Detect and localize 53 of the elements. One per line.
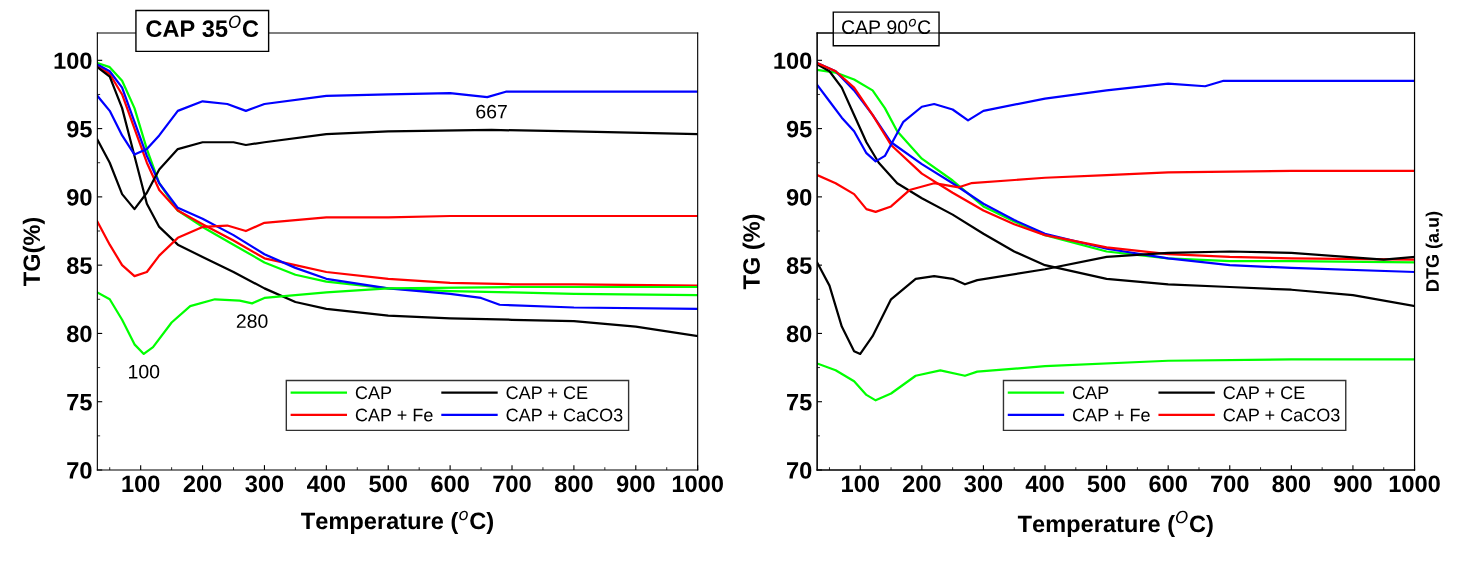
x-axis-title: Temperature ($^{o}$C) <box>301 510 493 534</box>
y-tick-label: 90 <box>786 188 812 206</box>
chart-title: CAP 35$^{O}$C <box>146 15 259 38</box>
line-series <box>817 358 1415 402</box>
legend-label: CAP <box>355 386 392 400</box>
legend-label: CAP + CaCO3 <box>506 408 623 422</box>
annotation: 100 <box>129 364 160 379</box>
annotation: 280 <box>236 314 268 329</box>
y-tick-label: 100 <box>54 52 92 70</box>
y-tick-label: 85 <box>66 257 92 274</box>
legend-label: CAP + Fe <box>355 408 433 422</box>
x-tick-label: 300 <box>964 475 1003 493</box>
x-tick-label: 600 <box>431 475 469 493</box>
x-tick-label: 100 <box>122 475 160 493</box>
legend-label: CAP + Fe <box>1072 408 1150 422</box>
chart-title: CAP 90$^{o}$C <box>842 18 931 35</box>
x-tick-label: 200 <box>902 475 941 493</box>
x-tick-label: 700 <box>1211 475 1249 493</box>
x-tick-label: 500 <box>1087 475 1126 493</box>
y-tick-label: 75 <box>67 394 92 411</box>
x-tick-label: 1000 <box>672 475 723 493</box>
y-axis-title: TG(%) <box>22 217 45 286</box>
x-tick-label: 1000 <box>1389 475 1440 493</box>
x-tick-label: 100 <box>842 475 879 493</box>
x-tick-label: 400 <box>1025 475 1064 493</box>
x-tick-label: 700 <box>493 475 531 493</box>
x-tick-label: 900 <box>616 475 655 493</box>
y-tick-label: 100 <box>774 52 812 70</box>
y-tick-label: 75 <box>787 394 812 411</box>
x-tick-label: 300 <box>245 475 284 493</box>
x-tick-label: 800 <box>1272 475 1311 493</box>
y-tick-label: 80 <box>66 325 92 343</box>
x-tick-label: 200 <box>183 475 222 493</box>
legend-label: CAP + CE <box>506 386 588 400</box>
x-tick-label: 800 <box>554 475 593 493</box>
y-tick-label: 95 <box>67 120 92 138</box>
x-tick-label: 600 <box>1149 475 1187 493</box>
annotation: 667 <box>476 104 507 119</box>
x-tick-label: 500 <box>369 475 407 493</box>
y2-axis-title: DTG (a.u) <box>1425 211 1443 291</box>
y-tick-label: 95 <box>786 120 812 138</box>
x-axis-title: Temperature ($^{O}$C) <box>1017 510 1213 537</box>
y-axis-title: TG (%) <box>742 214 765 290</box>
x-tick-label: 900 <box>1334 475 1372 493</box>
legend-label: CAP <box>1072 386 1109 400</box>
legend-label: CAP + CE <box>1223 386 1305 400</box>
y-tick-label: 70 <box>787 462 812 479</box>
y-tick-label: 80 <box>786 325 812 343</box>
x-tick-label: 400 <box>307 475 346 493</box>
y-tick-label: 85 <box>786 257 812 274</box>
y-tick-label: 70 <box>67 462 92 479</box>
legend-label: CAP + CaCO3 <box>1223 408 1340 422</box>
y-tick-label: 90 <box>67 188 92 206</box>
